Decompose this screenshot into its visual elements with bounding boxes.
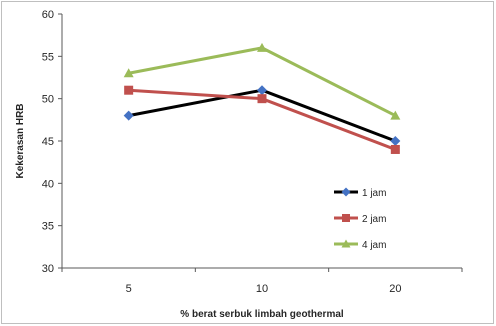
y-axis-title: Kekerasan HRB bbox=[15, 103, 26, 178]
legend-swatch-marker bbox=[341, 239, 351, 248]
legend-swatch-marker bbox=[341, 187, 351, 197]
legend: 1 jam 2 jam 4 jam bbox=[334, 187, 386, 251]
legend-label: 1 jam bbox=[362, 188, 386, 199]
y-tick-label: 30 bbox=[42, 263, 54, 275]
legend-item: 2 jam bbox=[334, 214, 386, 225]
series-line bbox=[128, 46, 397, 117]
series-group bbox=[123, 42, 401, 154]
y-tick-label: 55 bbox=[42, 51, 54, 63]
x-axis-ticks: 5 10 20 bbox=[61, 268, 463, 295]
legend-item: 1 jam bbox=[334, 187, 386, 199]
axes bbox=[61, 14, 462, 269]
x-axis-title: % berat serbuk limbah geothermal bbox=[180, 309, 344, 320]
data-point-marker bbox=[123, 110, 134, 121]
data-point-marker bbox=[257, 85, 267, 96]
data-point-marker bbox=[257, 42, 267, 52]
data-point-marker bbox=[123, 68, 134, 78]
y-axis-ticks: 30 35 40 45 50 55 60 bbox=[42, 9, 62, 275]
y-tick-label: 45 bbox=[42, 136, 54, 148]
data-point-marker bbox=[390, 110, 401, 120]
data-point-marker bbox=[124, 85, 134, 95]
series-1 bbox=[124, 85, 400, 154]
y-tick-label: 60 bbox=[42, 9, 54, 21]
legend-item: 4 jam bbox=[334, 239, 386, 251]
y-tick-label: 50 bbox=[42, 94, 54, 106]
data-point-marker bbox=[390, 136, 401, 146]
x-tick-label: 5 bbox=[126, 283, 132, 295]
legend-label: 4 jam bbox=[362, 240, 386, 251]
data-point-marker bbox=[257, 94, 267, 104]
x-tick-label: 10 bbox=[256, 283, 268, 295]
y-tick-label: 40 bbox=[42, 178, 54, 190]
series-0 bbox=[123, 85, 401, 146]
legend-label: 2 jam bbox=[362, 214, 386, 225]
y-tick-label: 35 bbox=[42, 221, 54, 233]
series-2 bbox=[123, 42, 401, 120]
legend-swatch-marker bbox=[342, 214, 350, 222]
x-tick-label: 20 bbox=[389, 283, 401, 295]
data-point-marker bbox=[390, 144, 400, 154]
